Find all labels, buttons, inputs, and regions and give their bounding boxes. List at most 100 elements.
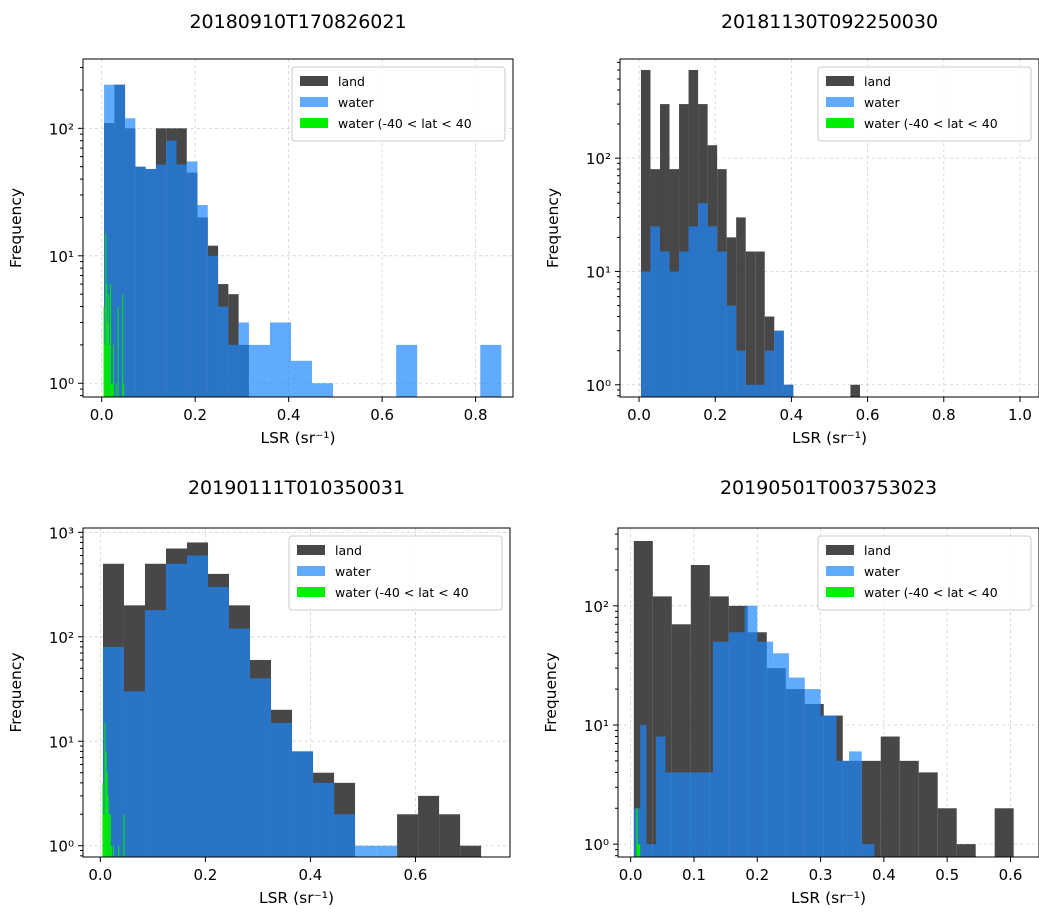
histogram-bar [755,251,765,397]
histogram-bar [861,844,875,857]
y-axis-label: Frequency [542,652,560,732]
legend-label: water [864,95,900,110]
histogram-bar [111,383,113,397]
histogram-bar [397,814,419,857]
histogram-bar [659,251,670,397]
legend-swatch [297,587,325,597]
histogram-bar [186,555,209,857]
histogram-bar [111,383,112,397]
histogram-bar [248,344,270,397]
histogram-bar [104,722,106,857]
chart-title: 20190501T003753023 [720,477,937,499]
histogram-bar [186,161,198,397]
histogram-bar [849,751,862,857]
histogram-bar [861,760,881,857]
histogram-bar [107,322,109,397]
legend: land water water (-40 < lat < 40 [817,66,1032,142]
histogram-bar [197,205,208,397]
histogram-bar [165,563,187,857]
histogram-bar [937,808,957,857]
x-tick-label: 0.0 [88,866,112,884]
axes-frame [617,527,1039,858]
legend-label: water [335,564,371,579]
legend-swatch [300,97,328,107]
legend-swatch [297,545,325,555]
plot-area [633,541,1014,857]
axes-frame [619,58,1039,398]
histogram-bar [850,384,860,397]
series-water-tropics [636,808,641,857]
chart-title: 20181130T092250030 [721,11,938,33]
histogram-bar [820,715,837,857]
y-tick-label: 10² [586,150,611,168]
legend-swatch [826,566,854,576]
histogram-bar [176,164,187,397]
histogram-bar [103,306,105,397]
legend-swatch [826,587,854,597]
series-water-tropics [103,233,125,397]
histogram-bar [218,306,229,397]
histogram-bar [103,814,105,857]
x-tick-label: 0.4 [298,866,322,884]
histogram-bar [736,217,746,397]
x-tick-label: 0.2 [745,866,769,884]
axes-frame [82,58,514,398]
histogram-bar [679,251,689,397]
histogram-bar [637,844,639,857]
histogram-bar [764,350,775,397]
x-tick-label: 0.0 [627,406,651,424]
histogram-bar [107,795,109,857]
legend-label: water (-40 < lat < 40 [864,116,998,131]
histogram-bar [118,845,120,857]
histogram-bar [836,760,850,857]
series-water [640,203,794,397]
histogram-bar [376,845,398,857]
legend-label: water (-40 < lat < 40 [864,585,998,600]
y-axis-label: Frequency [7,652,25,732]
legend-label: water [338,95,374,110]
histogram-bar [783,384,794,397]
histogram-bar [640,724,647,857]
y-tick-label: 10² [49,629,74,647]
y-tick-label: 10¹ [586,263,611,281]
histogram-bar [228,344,239,397]
histogram-bar [681,772,698,857]
legend-box [291,66,506,142]
histogram-bar [250,678,272,857]
x-tick-label: 0.0 [90,406,114,424]
histogram-bar [659,104,670,397]
histogram-bar [880,736,900,857]
histogram-bar [669,271,680,397]
plot-area [103,84,502,397]
histogram-bar [460,845,482,857]
x-tick-label: 1.0 [1008,406,1032,424]
y-axis-label: Frequency [544,188,562,268]
histogram-bar [108,294,110,397]
histogram-bar [135,166,146,397]
histogram-bar [123,383,125,397]
y-tick-label: 10⁰ [584,836,609,854]
histogram-bar [108,814,110,857]
legend: land water water (-40 < lat < 40 [288,535,503,611]
histogram-bar [788,677,805,857]
x-axis-label: LSR (sr⁻¹) [259,889,334,907]
legend-swatch [826,545,854,555]
y-tick-label: 10² [49,120,74,138]
x-tick-label: 0.8 [932,406,956,424]
histogram-bar [774,330,784,397]
histogram-bar [707,226,718,397]
histogram-bar [144,610,166,857]
x-tick-label: 0.6 [999,866,1023,884]
histogram-bar [166,140,177,397]
x-tick-label: 0.4 [872,866,896,884]
y-tick-label: 10¹ [49,733,74,751]
histogram-bar [238,322,249,397]
histogram-bar [155,164,167,397]
series-water [104,84,502,397]
histogram-bar [650,226,660,397]
legend-label: water (-40 < lat < 40 [338,116,472,131]
histogram-bar [312,383,334,397]
histogram-bar [109,814,111,857]
histogram-bar [102,782,104,857]
x-tick-label: 0.0 [619,866,643,884]
